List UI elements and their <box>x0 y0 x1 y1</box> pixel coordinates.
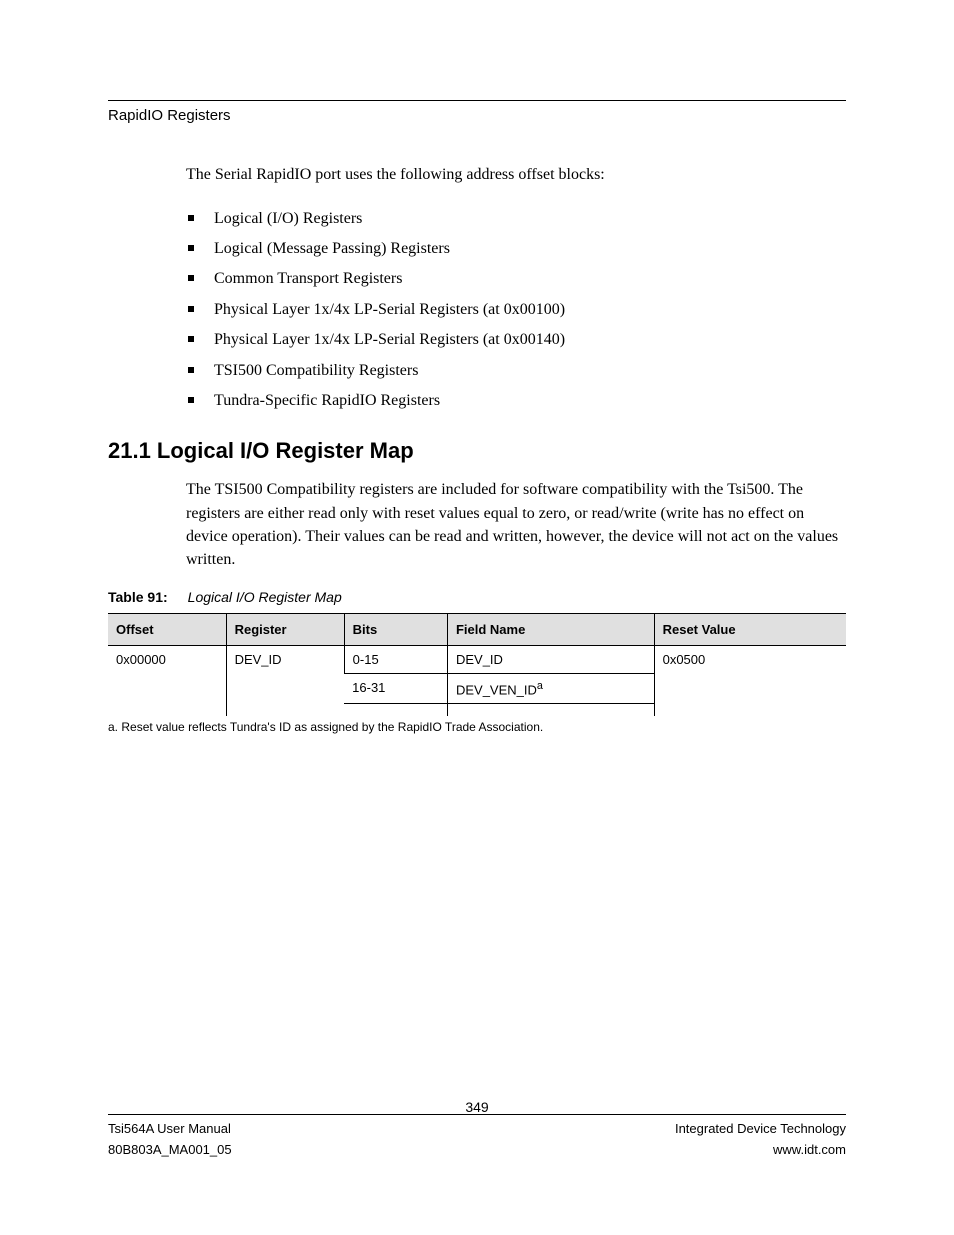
footnote-mark: a <box>537 680 543 692</box>
list-item-label: TSI500 Compatibility Registers <box>214 362 418 379</box>
register-table: Offset Register Bits Field Name Reset Va… <box>108 613 846 716</box>
bullet-list: Logical (I/O) Registers Logical (Message… <box>186 204 846 417</box>
footer: Tsi564A User Manual Integrated Device Te… <box>108 1114 846 1157</box>
intro-text: The Serial RapidIO port uses the followi… <box>186 164 846 186</box>
cell-offset: 0x00000 <box>108 646 226 717</box>
list-item-label: Physical Layer 1x/4x LP-Serial Registers… <box>214 301 565 318</box>
col-header-reset: Reset Value <box>654 614 846 646</box>
header-rule <box>108 100 846 101</box>
cell-register: DEV_ID <box>226 646 344 717</box>
list-item: Physical Layer 1x/4x LP-Serial Registers… <box>186 325 846 355</box>
list-item: Common Transport Registers <box>186 264 846 294</box>
table-footnote: a. Reset value reflects Tundra's ID as a… <box>108 720 846 734</box>
list-item-label: Common Transport Registers <box>214 270 402 287</box>
page-number: 349 <box>0 1099 954 1115</box>
footer-company: Integrated Device Technology <box>675 1121 846 1136</box>
section-heading: 21.1 Logical I/O Register Map <box>108 438 846 464</box>
cell-bits <box>344 704 447 717</box>
table-header-row: Offset Register Bits Field Name Reset Va… <box>108 614 846 646</box>
list-item-label: Tundra-Specific RapidIO Registers <box>214 392 440 409</box>
cell-bits: 0-15 <box>344 646 447 674</box>
cell-field: DEV_ID <box>447 646 654 674</box>
footnote-text: Reset value reflects Tundra's ID as assi… <box>121 720 543 734</box>
col-header-bits: Bits <box>344 614 447 646</box>
list-item: Logical (Message Passing) Registers <box>186 234 846 264</box>
col-header-field: Field Name <box>447 614 654 646</box>
footer-left: Tsi564A User Manual <box>108 1121 231 1136</box>
list-item-label: Logical (I/O) Registers <box>214 210 362 227</box>
cell-field <box>447 704 654 717</box>
footer-right: Integrated Device Technology <box>675 1121 846 1136</box>
cell-reset: 0x0500 <box>654 646 846 717</box>
col-header-register: Register <box>226 614 344 646</box>
footer-doc-id: 80B803A_MA001_05 <box>108 1142 232 1157</box>
section-body: The TSI500 Compatibility registers are i… <box>186 478 846 571</box>
list-item-label: Physical Layer 1x/4x LP-Serial Registers… <box>214 331 565 348</box>
list-item: Physical Layer 1x/4x LP-Serial Registers… <box>186 295 846 325</box>
table-row: 0x00000 DEV_ID 0-15 DEV_ID 0x0500 <box>108 646 846 674</box>
list-item: Logical (I/O) Registers <box>186 204 846 234</box>
col-header-offset: Offset <box>108 614 226 646</box>
list-item: TSI500 Compatibility Registers <box>186 356 846 386</box>
list-item: Tundra-Specific RapidIO Registers <box>186 386 846 416</box>
header-title: RapidIO Registers <box>108 107 846 124</box>
footnote-marker: a. <box>108 720 118 734</box>
footer-url: www.idt.com <box>773 1142 846 1157</box>
list-item-label: Logical (Message Passing) Registers <box>214 240 450 257</box>
footer-rule <box>108 1114 846 1115</box>
table-caption: Table 91: Logical I/O Register Map <box>108 589 846 607</box>
table-caption-label: Table 91: <box>108 589 168 605</box>
cell-field: DEV_VEN_IDa <box>447 674 654 704</box>
table-caption-text: Logical I/O Register Map <box>188 589 342 605</box>
cell-bits: 16-31 <box>344 674 447 704</box>
